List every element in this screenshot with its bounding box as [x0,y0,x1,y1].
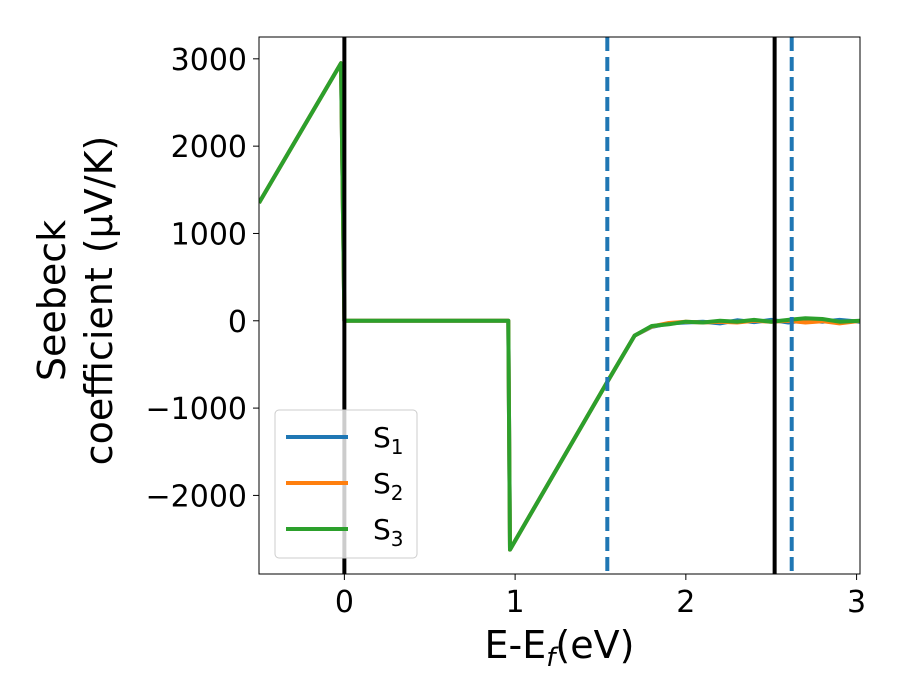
legend: S1 S2 S3 [274,409,418,559]
y-tick-label: 0 [228,305,247,340]
x-tick-label: 1 [506,585,525,620]
y-tick-label: 3000 [171,43,247,78]
y-tick-label: −1000 [146,392,247,427]
plot-frame [258,36,861,575]
x-axis-label: E-Ef(eV) [485,623,635,673]
y-axis-ticks: 3000 2000 1000 0 −1000 −2000 [146,43,259,514]
x-tick-label: 3 [847,585,866,620]
series-layer [259,61,860,552]
x-tick-label: 2 [676,585,695,620]
y-tick-label: 2000 [171,130,247,165]
y-tick-label: 1000 [171,217,247,252]
legend-label-3: S3 [373,513,404,551]
y-tick-label: −2000 [146,479,247,514]
x-tick-label: 0 [335,585,354,620]
y-axis-label-line1: Seebeck [30,220,74,381]
legend-label-2: S2 [373,467,404,505]
legend-label-1: S1 [373,421,404,459]
series-line-3 [259,61,860,552]
x-axis-ticks: 0 1 2 3 [335,574,866,620]
y-axis-label-line2: coefficient(μV/K) [77,136,121,466]
